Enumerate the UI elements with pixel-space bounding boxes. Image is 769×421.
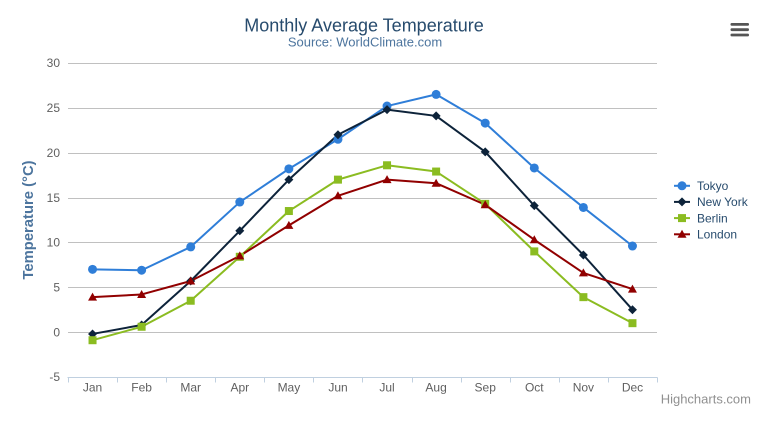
svg-text:Jul: Jul	[379, 381, 394, 395]
svg-text:New York: New York	[697, 195, 749, 209]
svg-text:Jan: Jan	[83, 381, 102, 395]
svg-text:Nov: Nov	[573, 381, 594, 395]
svg-text:Highcharts.com: Highcharts.com	[661, 392, 751, 407]
svg-text:5: 5	[53, 281, 60, 295]
svg-text:Feb: Feb	[131, 381, 152, 395]
svg-text:Mar: Mar	[180, 381, 201, 395]
svg-text:Apr: Apr	[230, 381, 249, 395]
svg-text:Temperature (°C): Temperature (°C)	[21, 160, 37, 279]
svg-text:Jun: Jun	[328, 381, 347, 395]
svg-text:20: 20	[47, 146, 61, 160]
svg-text:Dec: Dec	[622, 381, 643, 395]
svg-text:Oct: Oct	[525, 381, 544, 395]
svg-text:Aug: Aug	[425, 381, 446, 395]
svg-text:London: London	[697, 228, 737, 242]
svg-text:10: 10	[47, 236, 61, 250]
svg-text:Berlin: Berlin	[697, 211, 728, 225]
svg-text:Monthly Average Temperature: Monthly Average Temperature	[244, 16, 483, 36]
svg-text:30: 30	[47, 56, 61, 70]
svg-text:25: 25	[47, 101, 61, 115]
svg-text:0: 0	[53, 325, 60, 339]
svg-text:May: May	[278, 381, 301, 395]
svg-text:Sep: Sep	[475, 381, 497, 395]
svg-text:15: 15	[47, 191, 61, 205]
svg-text:-5: -5	[49, 370, 60, 384]
svg-text:Source: WorldClimate.com: Source: WorldClimate.com	[288, 35, 442, 50]
svg-text:Tokyo: Tokyo	[697, 179, 729, 193]
